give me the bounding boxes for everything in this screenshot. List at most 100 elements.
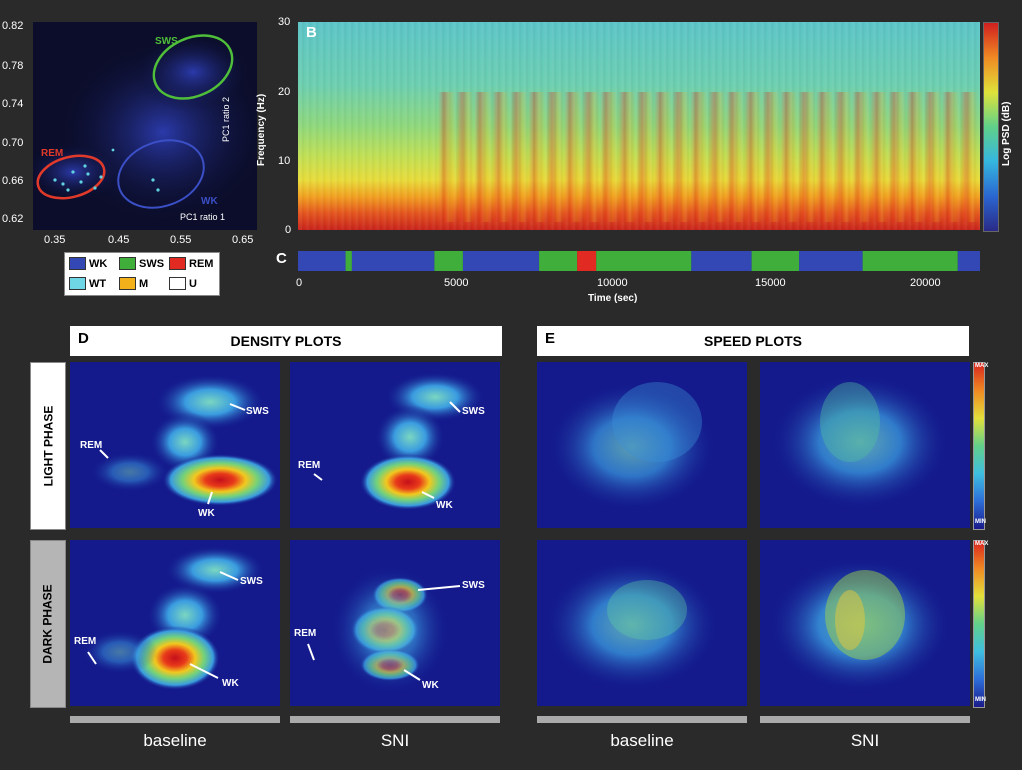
a-ytick: 0.70 [2, 137, 24, 149]
psd-colorbar-label: Log PSD (dB) [1001, 101, 1012, 166]
density-dark-sni: SWS REM WK [290, 540, 500, 706]
hypnogram-segment-sws [862, 251, 958, 271]
speed-colorbar-light [973, 362, 985, 530]
legend-swatch [119, 257, 136, 270]
rem-annotation: REM [298, 460, 321, 471]
legend-item-wk: WK [69, 257, 107, 270]
light-phase-tab: LIGHT PHASE [30, 362, 66, 530]
legend-item-wt: WT [69, 277, 106, 290]
hypnogram [298, 251, 980, 271]
colorbar-max: MAX [975, 363, 989, 369]
spectrogram: B [298, 22, 980, 230]
sws-cluster-label: SWS [155, 36, 178, 47]
colorbar-max: MAX [975, 541, 989, 547]
colorbar-min: MIN [975, 519, 986, 525]
condition-label-baseline: baseline [143, 731, 207, 750]
rem-annotation: REM [74, 636, 97, 647]
baseline-bar [70, 716, 280, 723]
hypnogram-segment-wk [298, 251, 346, 271]
legend-swatch [69, 257, 86, 270]
density-dark-baseline: SWS REM WK [70, 540, 280, 706]
hypnogram-segment-sws [539, 251, 578, 271]
panel-e-letter: E [545, 330, 556, 347]
speed-dark-baseline [537, 540, 747, 706]
legend-swatch [169, 257, 186, 270]
light-phase-label: LIGHT PHASE [41, 405, 56, 487]
a-xtick: 0.35 [44, 234, 66, 246]
legend-label: U [189, 277, 197, 290]
hypnogram-segment-sws [345, 251, 352, 271]
sws-annotation: SWS [240, 576, 263, 587]
hypnogram-segment-rem [577, 251, 597, 271]
baseline-bar [537, 716, 747, 723]
c-xtick: 5000 [444, 277, 469, 289]
legend-item-m: M [119, 277, 148, 290]
y-axis-label-inset: PC1 ratio 2 [221, 96, 231, 142]
dark-phase-label: DARK PHASE [41, 584, 55, 664]
hypnogram-segment-sws [596, 251, 692, 271]
panel-a-plot: SWS REM WK PC1 ratio 1 PC1 ratio 2 [33, 22, 257, 230]
wk-annotation: WK [422, 680, 439, 691]
cluster-wk-ellipse [117, 139, 205, 209]
panel-d-letter: D [78, 330, 89, 347]
speed-light-baseline [537, 362, 747, 528]
condition-label-baseline: baseline [610, 731, 674, 750]
legend-label: SWS [139, 257, 165, 270]
wk-annotation: WK [222, 678, 239, 689]
a-xtick: 0.55 [170, 234, 192, 246]
spectrogram-texture [438, 92, 978, 222]
legend-swatch [69, 277, 86, 290]
sws-annotation: SWS [246, 406, 269, 417]
dark-phase-tab: DARK PHASE [30, 540, 66, 708]
cluster-rem-ellipse [36, 154, 106, 200]
legend-label: M [139, 277, 149, 290]
legend-item-u: U [169, 277, 197, 290]
speed-title: SPEED PLOTS [703, 333, 803, 349]
speed-plots-header: E SPEED PLOTS [537, 326, 969, 356]
rem-annotation: REM [80, 440, 103, 451]
density-title: DENSITY PLOTS [230, 333, 342, 349]
condition-label-sni: SNI [850, 731, 880, 750]
state-legend: WK SWS REM WT M U [64, 252, 220, 296]
condition-label-sni: SNI [380, 731, 410, 750]
density-light-sni: SWS REM WK [290, 362, 500, 528]
x-axis-label-inset: PC1 ratio 1 [180, 212, 226, 222]
b-ytick: 10 [278, 155, 291, 167]
legend-item-sws: SWS [119, 257, 164, 270]
b-ytick: 20 [278, 86, 291, 98]
panel-b-letter: B [306, 24, 317, 41]
a-ytick: 0.66 [2, 175, 24, 187]
hypnogram-segment-sws [751, 251, 800, 271]
rem-annotation: REM [294, 628, 317, 639]
spectrogram-noise [298, 22, 980, 230]
hypnogram-segment-wk [957, 251, 980, 271]
scatter-canvas [33, 32, 257, 227]
wt-points [53, 148, 160, 192]
a-xtick: 0.45 [108, 234, 130, 246]
hypnogram-segment-wk [799, 251, 863, 271]
psd-colorbar [983, 22, 999, 232]
b-ytick: 0 [285, 224, 292, 236]
speed-dark-sni [760, 540, 970, 706]
legend-item-rem: REM [169, 257, 213, 270]
legend-swatch [119, 277, 136, 290]
sws-annotation: SWS [462, 580, 485, 591]
hypnogram-segment-sws [434, 251, 463, 271]
panel-c-letter: C [276, 250, 287, 267]
sni-bar [290, 716, 500, 723]
a-ytick: 0.82 [2, 20, 24, 32]
colorbar-min: MIN [975, 697, 986, 703]
hypnogram-segment-wk [351, 251, 435, 271]
rem-cluster-label: REM [41, 148, 64, 159]
speed-colorbar-dark [973, 540, 985, 708]
sws-annotation: SWS [462, 406, 485, 417]
speed-light-sni [760, 362, 970, 528]
c-xtick: 15000 [755, 277, 786, 289]
a-ytick: 0.74 [2, 98, 24, 110]
legend-label: REM [189, 257, 214, 270]
a-xtick: 0.65 [232, 234, 254, 246]
c-xlabel: Time (sec) [588, 293, 638, 304]
hypnogram-segment-wk [691, 251, 752, 271]
wk-cluster-label: WK [201, 196, 218, 207]
density-light-baseline: SWS REM WK [70, 362, 280, 528]
